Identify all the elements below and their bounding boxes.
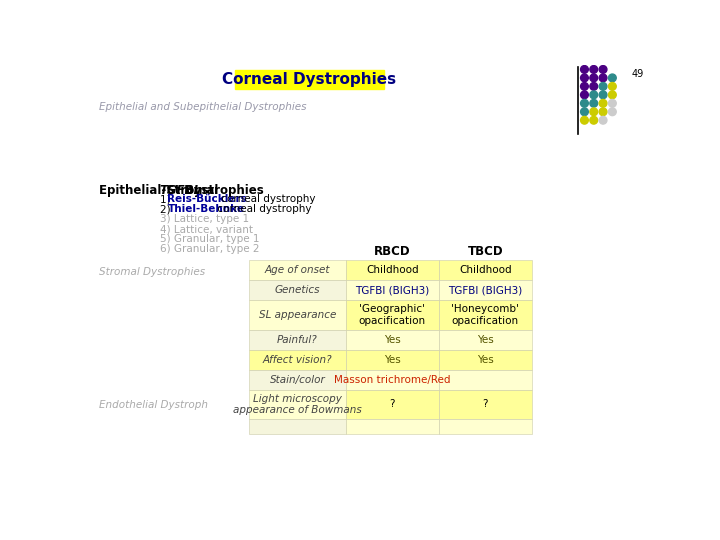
FancyBboxPatch shape bbox=[249, 390, 346, 419]
FancyBboxPatch shape bbox=[346, 300, 438, 330]
Text: 5) Granular, type 1: 5) Granular, type 1 bbox=[160, 234, 259, 244]
FancyBboxPatch shape bbox=[249, 300, 346, 330]
FancyBboxPatch shape bbox=[438, 300, 532, 330]
Text: RBCD: RBCD bbox=[374, 245, 410, 258]
Circle shape bbox=[599, 108, 607, 116]
Text: Stain/color: Stain/color bbox=[269, 375, 325, 384]
Circle shape bbox=[580, 99, 588, 107]
Text: TGFBI (BIGH3): TGFBI (BIGH3) bbox=[448, 286, 523, 295]
Text: Age of onset: Age of onset bbox=[264, 265, 330, 275]
Text: Yes: Yes bbox=[477, 355, 494, 365]
FancyBboxPatch shape bbox=[346, 390, 438, 419]
Text: Reis-Bücklers: Reis-Bücklers bbox=[168, 194, 247, 204]
Text: TGFBI (BIGH3): TGFBI (BIGH3) bbox=[355, 286, 429, 295]
Text: Epithelial and Subepithelial Dystrophies: Epithelial and Subepithelial Dystrophies bbox=[99, 102, 307, 112]
Text: corneal dystrophy: corneal dystrophy bbox=[214, 204, 312, 214]
FancyBboxPatch shape bbox=[249, 350, 346, 370]
Circle shape bbox=[580, 108, 588, 116]
FancyBboxPatch shape bbox=[249, 280, 346, 300]
Text: ?: ? bbox=[390, 400, 395, 409]
Text: 6) Granular, type 2: 6) Granular, type 2 bbox=[160, 244, 259, 254]
Circle shape bbox=[608, 108, 616, 116]
Text: Affect vision?: Affect vision? bbox=[263, 355, 332, 365]
Text: ?: ? bbox=[482, 400, 488, 409]
FancyBboxPatch shape bbox=[346, 350, 438, 370]
Text: 4) Lattice, variant: 4) Lattice, variant bbox=[160, 224, 253, 234]
Text: TBCD: TBCD bbox=[467, 245, 503, 258]
FancyBboxPatch shape bbox=[346, 260, 438, 280]
FancyBboxPatch shape bbox=[438, 280, 532, 300]
Circle shape bbox=[599, 74, 607, 82]
Circle shape bbox=[580, 74, 588, 82]
Circle shape bbox=[590, 108, 598, 116]
Text: Childhood: Childhood bbox=[366, 265, 418, 275]
Circle shape bbox=[580, 91, 588, 99]
Text: Dystrophies: Dystrophies bbox=[180, 184, 264, 197]
Text: Stromal Dystrophies: Stromal Dystrophies bbox=[99, 267, 205, 276]
Text: Yes: Yes bbox=[384, 335, 400, 345]
Circle shape bbox=[590, 65, 598, 73]
FancyBboxPatch shape bbox=[346, 280, 438, 300]
Circle shape bbox=[599, 117, 607, 124]
Circle shape bbox=[590, 99, 598, 107]
Text: Endothelial Dystroph: Endothelial Dystroph bbox=[99, 400, 208, 410]
Text: Yes: Yes bbox=[384, 355, 400, 365]
Circle shape bbox=[599, 99, 607, 107]
Circle shape bbox=[590, 91, 598, 99]
Text: Genetics: Genetics bbox=[274, 286, 320, 295]
FancyBboxPatch shape bbox=[438, 419, 532, 434]
FancyBboxPatch shape bbox=[346, 370, 438, 390]
Text: 3) Lattice, type 1: 3) Lattice, type 1 bbox=[160, 214, 249, 224]
FancyBboxPatch shape bbox=[438, 390, 532, 419]
Circle shape bbox=[590, 74, 598, 82]
FancyBboxPatch shape bbox=[346, 419, 438, 434]
FancyBboxPatch shape bbox=[438, 260, 532, 280]
FancyBboxPatch shape bbox=[438, 370, 532, 390]
Circle shape bbox=[580, 117, 588, 124]
FancyBboxPatch shape bbox=[346, 330, 438, 350]
Circle shape bbox=[599, 83, 607, 90]
Text: 49: 49 bbox=[632, 69, 644, 79]
Circle shape bbox=[599, 65, 607, 73]
FancyBboxPatch shape bbox=[235, 70, 384, 89]
Text: TGFBI: TGFBI bbox=[160, 184, 199, 197]
FancyBboxPatch shape bbox=[438, 350, 532, 370]
Text: Thiel-Behnke: Thiel-Behnke bbox=[168, 204, 245, 214]
Text: Masson trichrome/Red: Masson trichrome/Red bbox=[334, 375, 451, 384]
Text: Light microscopy
appearance of Bowmans: Light microscopy appearance of Bowmans bbox=[233, 394, 361, 415]
Circle shape bbox=[580, 65, 588, 73]
Circle shape bbox=[590, 117, 598, 124]
Circle shape bbox=[608, 83, 616, 90]
Text: Corneal Dystrophies: Corneal Dystrophies bbox=[222, 72, 397, 87]
Text: corneal dystrophy: corneal dystrophy bbox=[218, 194, 315, 204]
Text: 1): 1) bbox=[160, 194, 174, 204]
FancyBboxPatch shape bbox=[249, 260, 346, 280]
Text: 'Honeycomb'
opacification: 'Honeycomb' opacification bbox=[451, 304, 519, 326]
Text: Painful?: Painful? bbox=[277, 335, 318, 345]
Text: Childhood: Childhood bbox=[459, 265, 512, 275]
Circle shape bbox=[608, 99, 616, 107]
Text: Epithelial-Stromal: Epithelial-Stromal bbox=[99, 184, 222, 197]
Text: SL appearance: SL appearance bbox=[258, 310, 336, 320]
FancyBboxPatch shape bbox=[438, 330, 532, 350]
Text: Yes: Yes bbox=[477, 335, 494, 345]
Circle shape bbox=[590, 83, 598, 90]
FancyBboxPatch shape bbox=[249, 370, 346, 390]
FancyBboxPatch shape bbox=[249, 419, 346, 434]
Circle shape bbox=[580, 83, 588, 90]
Circle shape bbox=[608, 91, 616, 99]
Text: 'Geographic'
opacification: 'Geographic' opacification bbox=[359, 304, 426, 326]
FancyBboxPatch shape bbox=[249, 330, 346, 350]
Circle shape bbox=[608, 74, 616, 82]
Text: 2): 2) bbox=[160, 204, 174, 214]
Circle shape bbox=[599, 91, 607, 99]
